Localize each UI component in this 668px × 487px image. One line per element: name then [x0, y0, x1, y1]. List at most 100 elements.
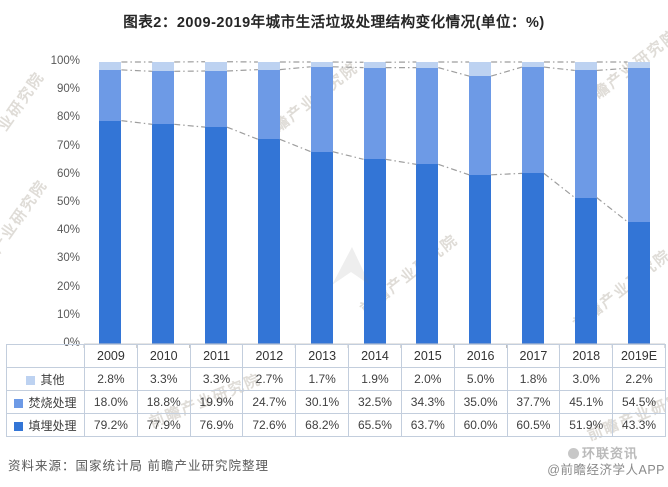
table-cell: 34.3%: [400, 390, 455, 414]
y-tick-label: 20%: [56, 280, 80, 293]
bar-segment-填埋处理-2010: [152, 124, 175, 344]
table-cell: 35.0%: [453, 390, 508, 414]
table-corner-cell: [6, 344, 85, 368]
table-cell: 77.9%: [136, 413, 191, 437]
y-tick-label: 60%: [56, 167, 80, 180]
table-cell: 72.6%: [242, 413, 297, 437]
bar-segment-其他-2015: [416, 62, 439, 68]
table-cell: 2.0%: [400, 367, 455, 391]
credit-label: @前瞻经济学人APP: [547, 463, 665, 477]
bar-segment-填埋处理-2013: [310, 151, 333, 344]
row-label-填埋处理: 填埋处理: [6, 413, 85, 437]
bar-segment-焚烧处理-2013: [310, 66, 333, 152]
year-header: 2011: [189, 344, 244, 368]
bar-segment-填埋处理-2019E: [627, 221, 650, 344]
table-cell: 18.8%: [136, 390, 191, 414]
year-header: 2009: [84, 344, 138, 368]
table-cell: 3.0%: [559, 367, 614, 391]
year-header: 2013: [295, 344, 350, 368]
y-tick-label: 30%: [56, 252, 80, 265]
corner-watermark-label: 环联资讯: [581, 446, 638, 461]
table-row: 填埋处理 79.2% 77.9% 76.9% 72.6% 68.2% 65.5% 63.7% 6…: [6, 413, 666, 437]
bar-segment-填埋处理-2017: [521, 173, 544, 344]
table-row: 焚烧处理 18.0% 18.8% 19.9% 24.7% 30.1% 32.5% 34.3% 3…: [6, 390, 666, 414]
table-cell: 45.1%: [559, 390, 614, 414]
bar-segment-焚烧处理-2017: [521, 67, 544, 174]
bar-segment-其他-2014: [363, 62, 386, 68]
corner-watermark-icon: [567, 448, 579, 459]
year-header: 2015: [400, 344, 455, 368]
year-header: 2017: [506, 344, 561, 368]
year-header: 2019E: [612, 344, 666, 368]
table-cell: 63.7%: [400, 413, 455, 437]
y-tick-label: 80%: [56, 111, 80, 124]
table-cell: 65.5%: [348, 413, 402, 437]
bar-segment-焚烧处理-2012: [257, 69, 280, 140]
table-cell: 1.8%: [506, 367, 561, 391]
bar-segment-其他-2009: [99, 62, 122, 70]
bar-segment-焚烧处理-2011: [205, 71, 228, 128]
year-header: 2012: [242, 344, 297, 368]
table-cell: 32.5%: [348, 390, 402, 414]
bar-segment-其他-2019E: [627, 62, 650, 69]
table-cell: 76.9%: [189, 413, 244, 437]
table-cell: 37.7%: [506, 390, 561, 414]
chart-title: 图表2：2009-2019年城市生活垃圾处理结构变化情况(单位：%): [123, 15, 545, 31]
table-row: 其他 2.8% 3.3% 3.3% 2.7% 1.7% 1.9% 2.0% 5.0% 1.8% 3.…: [6, 367, 666, 391]
bar-segment-焚烧处理-2018: [574, 70, 597, 198]
table-cell: 79.2%: [84, 413, 138, 437]
table-cell: 18.0%: [84, 390, 138, 414]
table-header-row: 2009 2010 2011 2012 2013 2014 2015 2016 2017 2018…: [6, 344, 666, 368]
table-cell: 2.7%: [242, 367, 297, 391]
year-header: 2010: [136, 344, 191, 368]
bar-segment-填埋处理-2009: [99, 120, 122, 344]
table-cell: 30.1%: [295, 390, 350, 414]
bar-segment-填埋处理-2018: [574, 197, 597, 344]
bar-segment-其他-2010: [152, 62, 175, 72]
bar-segment-填埋处理-2015: [416, 164, 439, 344]
year-header: 2018: [559, 344, 614, 368]
table-cell: 43.3%: [612, 413, 666, 437]
bar-segment-焚烧处理-2016: [469, 76, 492, 175]
bar-segment-填埋处理-2016: [469, 174, 492, 344]
y-tick-label: 100%: [50, 55, 80, 67]
legend-swatch-icon: [14, 421, 24, 431]
table-cell: 54.5%: [612, 390, 666, 414]
table-cell: 3.3%: [136, 367, 191, 391]
bar-segment-焚烧处理-2009: [99, 69, 122, 121]
legend-swatch-icon: [14, 398, 24, 408]
y-tick-label: 10%: [56, 308, 80, 321]
table-cell: 60.0%: [453, 413, 508, 437]
bar-segment-填埋处理-2014: [363, 159, 386, 344]
bar-segment-其他-2011: [205, 61, 228, 72]
table-cell: 1.9%: [348, 367, 402, 391]
y-tick-label: 40%: [56, 224, 80, 237]
table-cell: 68.2%: [295, 413, 350, 437]
table-cell: 5.0%: [453, 367, 508, 391]
bar-segment-焚烧处理-2019E: [627, 68, 650, 222]
series-lines: [83, 61, 666, 348]
table-cell: 24.7%: [242, 390, 297, 414]
bar-segment-焚烧处理-2014: [363, 67, 386, 160]
plot-area: [83, 61, 666, 348]
table-cell: 1.7%: [295, 367, 350, 391]
table-cell: 3.3%: [189, 367, 244, 391]
year-header: 2016: [453, 344, 508, 368]
data-table: 2009 2010 2011 2012 2013 2014 2015 2016 2017 2018…: [6, 344, 666, 437]
table-cell: 19.9%: [189, 390, 244, 414]
year-header: 2014: [348, 344, 402, 368]
legend-swatch-icon: [26, 375, 36, 385]
bar-segment-填埋处理-2012: [257, 139, 280, 344]
row-label-其他: 其他: [6, 367, 85, 391]
bar-segment-其他-2012: [257, 62, 280, 70]
bar-segment-其他-2017: [521, 62, 544, 68]
bar-segment-填埋处理-2011: [205, 127, 228, 344]
y-tick-label: 90%: [56, 83, 80, 96]
source-note: 资料来源：国家统计局 前瞻产业研究院整理: [8, 459, 269, 473]
table-cell: 2.2%: [612, 367, 666, 391]
bar-segment-其他-2013: [310, 62, 333, 67]
table-cell: 2.8%: [84, 367, 138, 391]
row-label-焚烧处理: 焚烧处理: [6, 390, 85, 414]
bar-segment-其他-2018: [574, 62, 597, 71]
